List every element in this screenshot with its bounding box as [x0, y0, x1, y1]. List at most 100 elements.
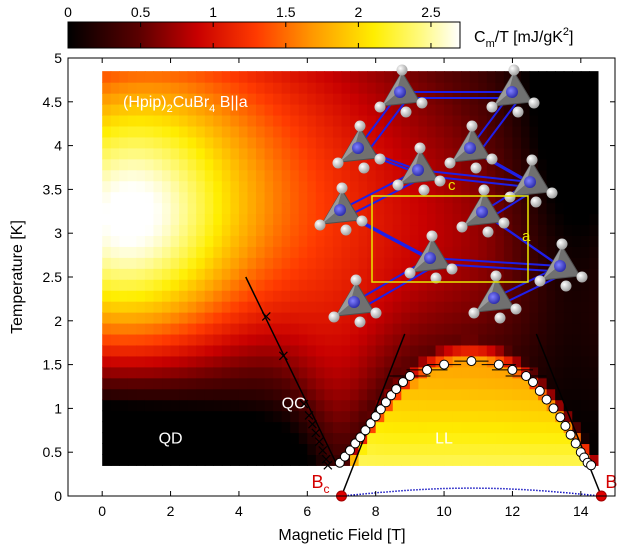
heatmap-cell: [162, 82, 172, 94]
y-axis-label: Temperature [K]: [9, 220, 26, 334]
heatmap-cell: [461, 421, 471, 434]
heatmap-cell: [350, 246, 360, 258]
heatmap-cell: [401, 125, 411, 138]
heatmap-cell: [204, 279, 214, 291]
heatmap-cell: [307, 344, 317, 357]
heatmap-cell: [384, 366, 394, 379]
heatmap-cell: [392, 71, 402, 83]
heatmap-cell: [341, 432, 351, 445]
data-point-circle: [370, 411, 381, 422]
heatmap-cell: [136, 136, 146, 149]
heatmap-cell: [452, 410, 462, 423]
heatmap-cell: [179, 312, 189, 324]
heatmap-cell: [486, 82, 496, 94]
heatmap-cell: [580, 399, 590, 412]
heatmap-cell: [572, 93, 582, 105]
heatmap-cell: [461, 202, 471, 215]
heatmap-cell: [375, 114, 385, 127]
heatmap-cell: [196, 290, 206, 302]
data-point-circle: [375, 404, 386, 415]
heatmap-cell: [555, 125, 565, 138]
heatmap-cell: [384, 235, 394, 247]
heatmap-cell: [520, 202, 531, 215]
heatmap-cell: [187, 147, 197, 160]
heatmap-cell: [332, 388, 343, 401]
heatmap-cell: [495, 366, 505, 379]
heatmap-cell: [401, 257, 411, 269]
heatmap-cell: [503, 410, 514, 423]
br-atom: [466, 120, 478, 132]
heatmap-cell: [221, 103, 231, 116]
heatmap-cell: [572, 136, 582, 149]
heatmap-cell: [213, 213, 223, 226]
heatmap-cell: [264, 257, 274, 269]
br-atom: [416, 97, 428, 109]
heatmap-cell: [102, 103, 112, 116]
heatmap-cell: [375, 136, 385, 149]
heatmap-cell: [469, 279, 479, 291]
heatmap-cell: [546, 377, 556, 390]
heatmap-cell: [324, 136, 334, 149]
heatmap-cell: [102, 191, 112, 204]
heatmap-cell: [332, 257, 343, 269]
heatmap-cell: [238, 366, 249, 379]
br-atom: [504, 191, 516, 203]
heatmap-cell: [102, 169, 112, 182]
heatmap-cell: [136, 235, 146, 247]
heatmap-cell: [358, 366, 368, 379]
heatmap-cell: [307, 410, 317, 423]
data-point-circle: [422, 364, 432, 375]
heatmap-cell: [503, 71, 514, 83]
heatmap-cell: [144, 158, 155, 171]
heatmap-cell: [230, 125, 240, 138]
br-atom: [470, 162, 482, 174]
heatmap-cell: [110, 377, 120, 390]
heatmap-cell: [358, 257, 368, 269]
heatmap-cell: [307, 399, 317, 412]
heatmap-cell: [247, 388, 257, 401]
heatmap-cell: [136, 103, 146, 116]
data-point-circle: [391, 384, 402, 395]
heatmap-cell: [486, 312, 496, 324]
heatmap-cell: [384, 410, 394, 423]
heatmap-cell: [281, 366, 291, 379]
heatmap-cell: [221, 246, 231, 258]
heatmap-cell: [529, 290, 539, 302]
heatmap-cell: [221, 388, 231, 401]
heatmap-cell: [256, 410, 266, 423]
heatmap-cell: [418, 344, 428, 357]
heatmap-cell: [144, 82, 155, 94]
heatmap-cell: [144, 290, 155, 302]
heatmap-cell: [418, 235, 428, 247]
heatmap-cell: [444, 454, 454, 466]
heatmap-cell: [367, 71, 377, 83]
heatmap-cell: [478, 114, 488, 127]
heatmap-cell: [572, 454, 582, 466]
heatmap-cell: [555, 333, 565, 346]
heatmap-cell: [290, 366, 300, 379]
data-point-circle: [466, 356, 477, 367]
heatmap-cell: [461, 246, 471, 258]
heatmap-cell: [435, 454, 445, 466]
heatmap-cell: [384, 279, 394, 291]
heatmap-cell: [179, 333, 189, 346]
heatmap-cell: [546, 235, 556, 247]
heatmap-cell: [315, 136, 326, 149]
heatmap-cell: [461, 333, 471, 346]
heatmap-cell: [563, 366, 573, 379]
heatmap-cell: [495, 224, 505, 236]
heatmap-cell: [384, 312, 394, 324]
heatmap-cell: [341, 257, 351, 269]
heatmap-cell: [315, 410, 326, 423]
heatmap-cell: [264, 103, 274, 116]
heatmap-cell: [307, 191, 317, 204]
br-atom: [340, 224, 352, 236]
heatmap-cell: [563, 114, 573, 127]
y-tick-label: 1.5: [43, 357, 63, 373]
heatmap-cell: [555, 103, 565, 116]
heatmap-cell: [435, 322, 445, 335]
heatmap-cell: [153, 301, 163, 313]
heatmap-cell: [102, 366, 112, 379]
heatmap-cell: [529, 125, 539, 138]
heatmap-cell: [264, 147, 274, 160]
